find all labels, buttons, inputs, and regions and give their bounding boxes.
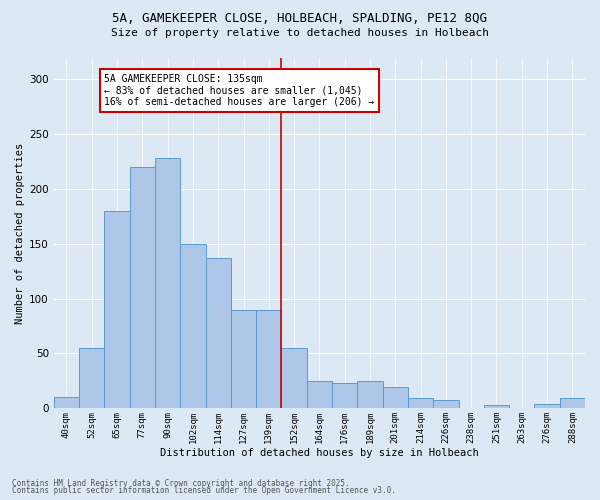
Bar — [408, 398, 433, 408]
Bar — [332, 383, 358, 408]
Bar — [560, 398, 585, 408]
Bar — [231, 310, 256, 408]
Bar — [130, 167, 155, 408]
Bar — [307, 381, 332, 408]
Bar — [155, 158, 180, 408]
X-axis label: Distribution of detached houses by size in Holbeach: Distribution of detached houses by size … — [160, 448, 479, 458]
Text: Size of property relative to detached houses in Holbeach: Size of property relative to detached ho… — [111, 28, 489, 38]
Bar — [54, 398, 79, 408]
Text: 5A, GAMEKEEPER CLOSE, HOLBEACH, SPALDING, PE12 8QG: 5A, GAMEKEEPER CLOSE, HOLBEACH, SPALDING… — [113, 12, 487, 26]
Bar — [484, 405, 509, 408]
Bar — [535, 404, 560, 408]
Text: Contains public sector information licensed under the Open Government Licence v3: Contains public sector information licen… — [12, 486, 396, 495]
Bar — [104, 211, 130, 408]
Bar — [281, 348, 307, 408]
Text: Contains HM Land Registry data © Crown copyright and database right 2025.: Contains HM Land Registry data © Crown c… — [12, 478, 350, 488]
Bar — [256, 310, 281, 408]
Bar — [358, 381, 383, 408]
Bar — [180, 244, 206, 408]
Bar — [206, 258, 231, 408]
Bar — [383, 388, 408, 408]
Text: 5A GAMEKEEPER CLOSE: 135sqm
← 83% of detached houses are smaller (1,045)
16% of : 5A GAMEKEEPER CLOSE: 135sqm ← 83% of det… — [104, 74, 374, 107]
Bar — [79, 348, 104, 408]
Y-axis label: Number of detached properties: Number of detached properties — [15, 142, 25, 324]
Bar — [433, 400, 458, 408]
